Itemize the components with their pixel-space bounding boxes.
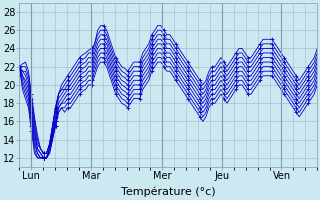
X-axis label: Température (°c): Température (°c) <box>121 187 216 197</box>
